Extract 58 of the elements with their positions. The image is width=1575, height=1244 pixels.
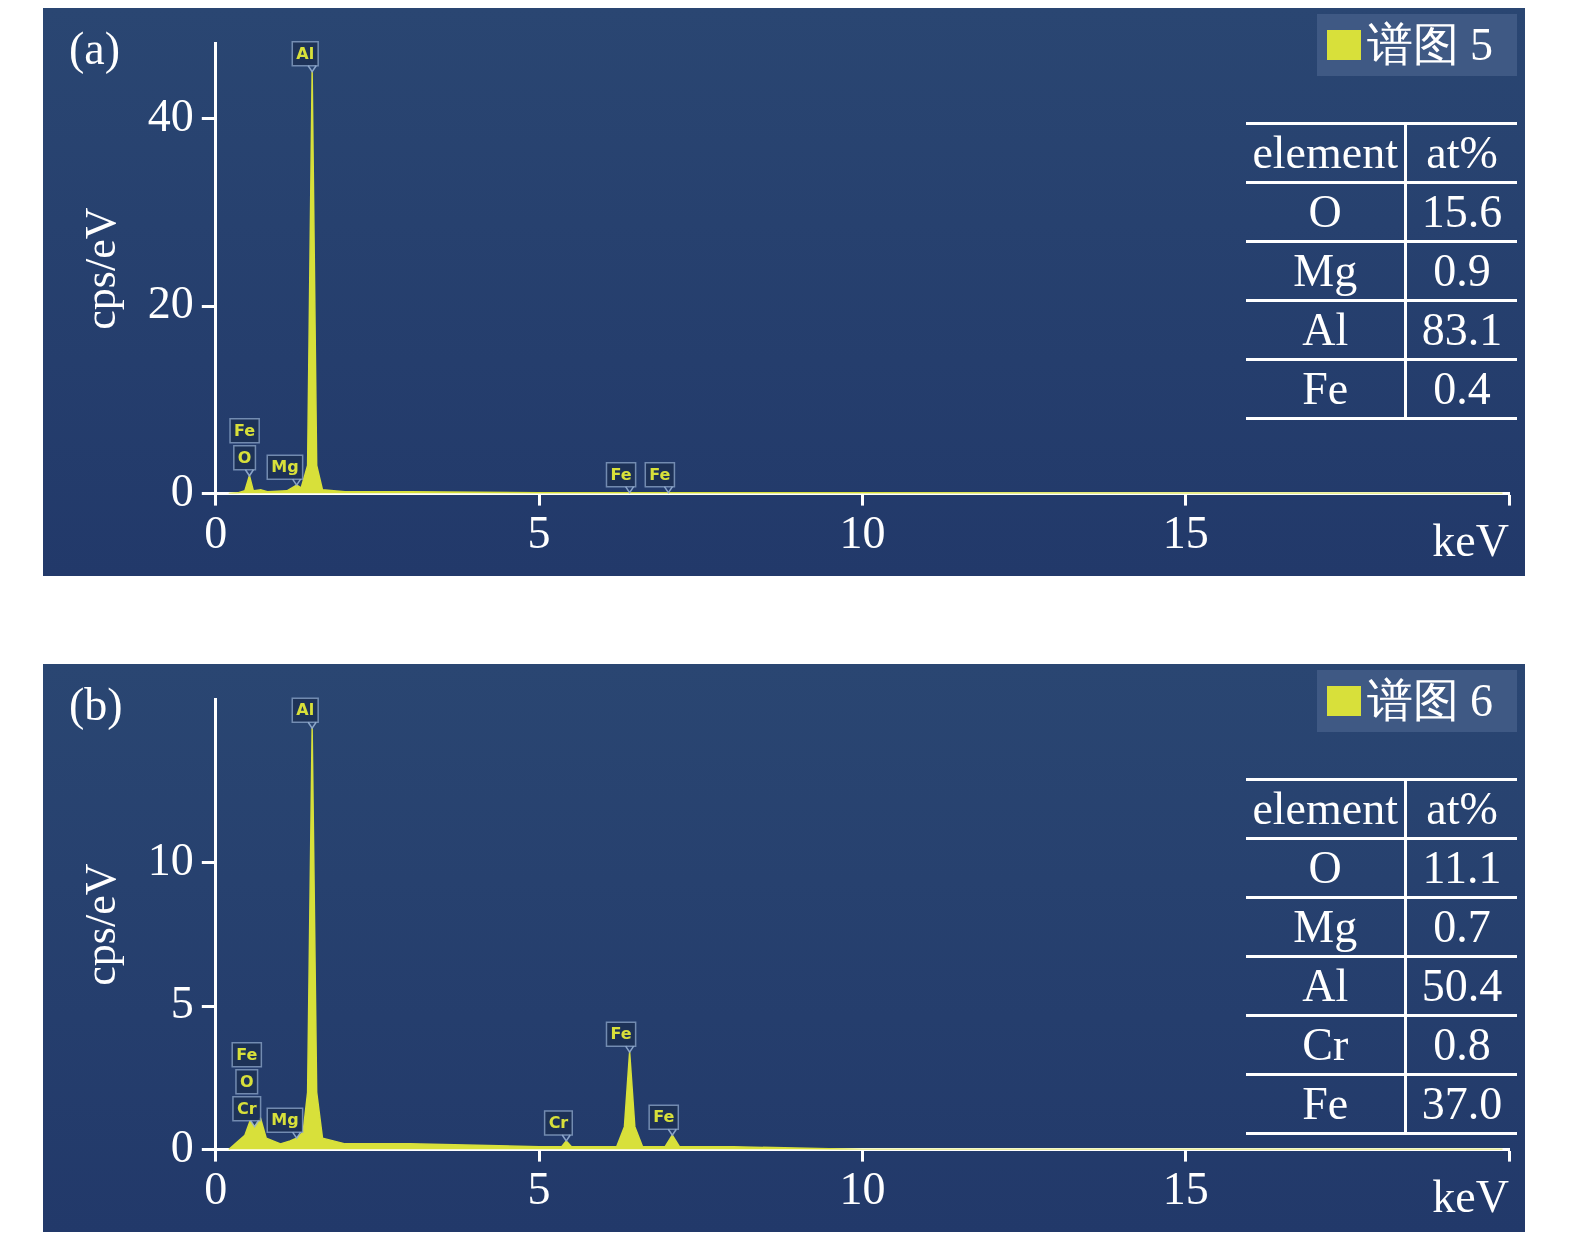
annotation: at% (1425, 126, 1499, 180)
annotation: 11.1 (1421, 841, 1503, 895)
annotation: 83.1 (1420, 303, 1504, 357)
annotation: 37.0 (1420, 1077, 1504, 1131)
annotation: Fe (1246, 1074, 1406, 1134)
annotation: Cr (548, 1113, 569, 1133)
annotation: Al (1246, 300, 1406, 360)
annotation: Mg (1246, 897, 1406, 957)
x-tick-label: 0 (204, 507, 228, 559)
x-tick-label: 5 (527, 1163, 551, 1215)
annotation: Al (296, 700, 315, 720)
annotation: O (1246, 182, 1406, 242)
annotation: 0.8 (1432, 1018, 1492, 1072)
y-tick-label: 0 (170, 1120, 194, 1172)
annotation: element (1246, 779, 1406, 839)
annotation: 0.4 (1432, 362, 1492, 416)
annotation: Cr (236, 1098, 257, 1118)
annotation: 0.9 (1432, 244, 1492, 298)
annotation: Al (296, 43, 315, 63)
annotation: Fe (234, 420, 256, 440)
legend-label: 谱图 5 (1366, 18, 1493, 72)
y-axis-title: cps/eV (75, 207, 125, 330)
annotation: at% (1425, 782, 1499, 836)
annotation: 0.7 (1432, 900, 1492, 954)
annotation: Mg (271, 457, 299, 477)
x-axis-title: keV (1432, 1171, 1509, 1223)
x-tick-label: 10 (839, 1163, 886, 1215)
annotation: 50.4 (1420, 959, 1504, 1013)
annotation: Fe (610, 464, 632, 484)
y-tick-label: 0 (170, 464, 194, 516)
chart-title: (b) (69, 678, 123, 731)
x-tick-label: 15 (1162, 507, 1209, 559)
annotation: Mg (1246, 241, 1406, 301)
x-tick-label: 5 (527, 507, 551, 559)
annotation: O (239, 1071, 254, 1091)
annotation: Cr (1246, 1015, 1406, 1075)
annotation: Fe (610, 1024, 632, 1044)
annotation: Al (1246, 956, 1406, 1016)
x-axis-title: keV (1432, 515, 1509, 567)
y-tick-label: 40 (147, 89, 194, 141)
annotation: Fe (653, 1107, 675, 1127)
x-tick-label: 0 (204, 1163, 228, 1215)
annotation: Mg (271, 1110, 299, 1130)
annotation: O (237, 447, 252, 467)
y-tick-label: 20 (147, 277, 194, 329)
y-tick-label: 5 (170, 977, 194, 1029)
annotation: O (1246, 838, 1406, 898)
annotation: 15.6 (1420, 185, 1504, 239)
annotation: Fe (1246, 359, 1406, 419)
x-tick-label: 10 (839, 507, 886, 559)
y-tick-label: 10 (147, 834, 194, 886)
legend-label: 谱图 6 (1366, 674, 1493, 728)
annotation: Fe (236, 1044, 258, 1064)
chart-title: (a) (69, 22, 121, 75)
x-tick-label: 15 (1162, 1163, 1209, 1215)
annotation: element (1246, 123, 1406, 183)
y-axis-title: cps/eV (75, 863, 125, 986)
annotation: Fe (649, 464, 671, 484)
